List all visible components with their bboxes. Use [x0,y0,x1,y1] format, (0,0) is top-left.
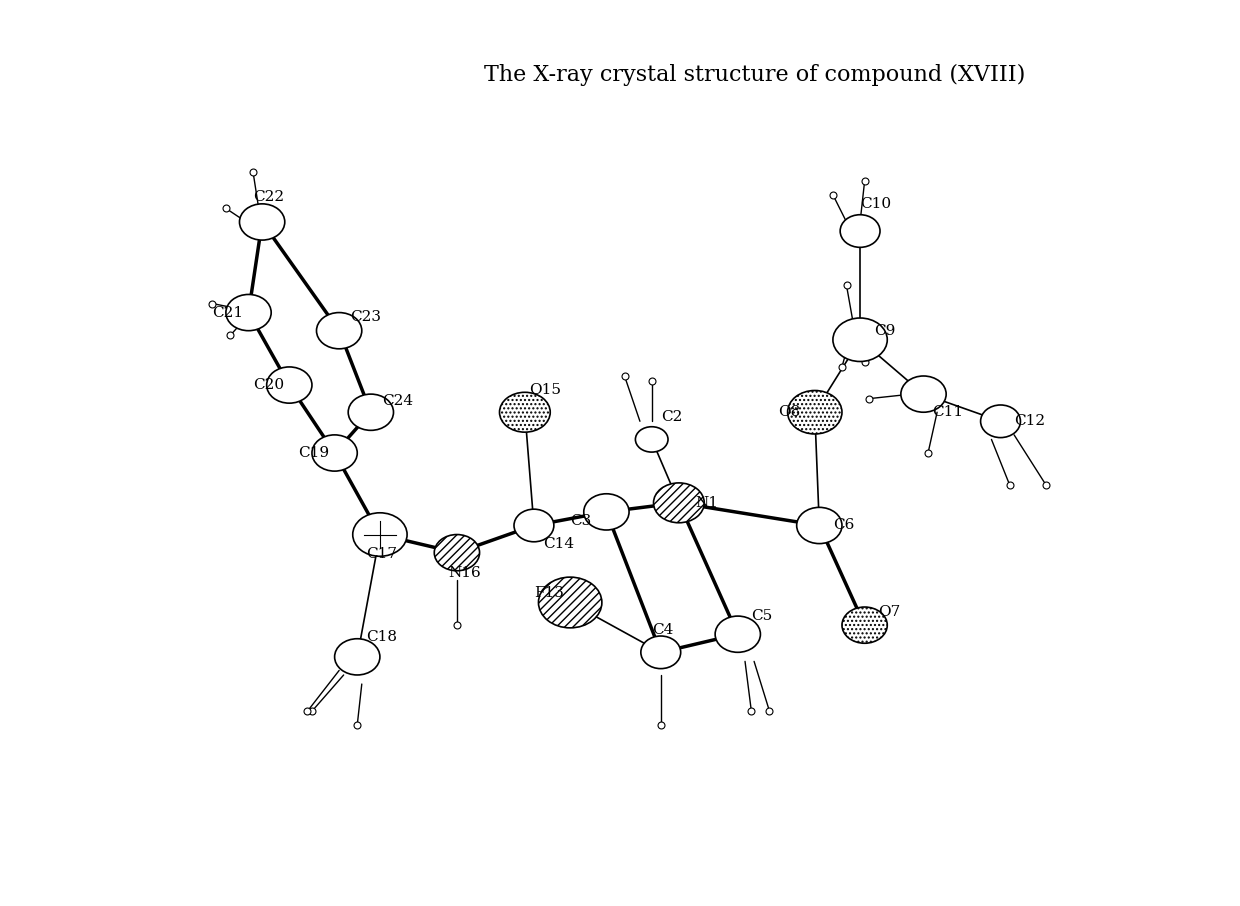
Text: C5: C5 [751,609,773,623]
Text: C20: C20 [253,378,284,392]
Text: C3: C3 [570,514,591,528]
Text: C2: C2 [661,410,682,424]
Text: C24: C24 [382,394,413,409]
Ellipse shape [900,376,946,412]
Ellipse shape [312,435,357,471]
Ellipse shape [641,636,681,669]
Ellipse shape [226,294,272,331]
Text: C4: C4 [652,622,673,637]
Ellipse shape [841,215,880,247]
Text: C22: C22 [253,189,284,204]
Ellipse shape [584,494,629,530]
Ellipse shape [635,427,668,452]
Ellipse shape [352,513,407,556]
Ellipse shape [653,483,704,523]
Text: O7: O7 [878,604,900,619]
Text: C9: C9 [874,323,895,338]
Ellipse shape [715,616,760,652]
Text: F13: F13 [534,586,564,601]
Ellipse shape [833,318,888,361]
Text: N16: N16 [448,565,481,580]
Ellipse shape [796,507,842,544]
Ellipse shape [515,509,554,542]
Ellipse shape [538,577,601,628]
Text: C23: C23 [350,310,381,324]
Ellipse shape [348,394,393,430]
Ellipse shape [434,535,480,571]
Text: C11: C11 [932,405,963,419]
Ellipse shape [335,639,379,675]
Ellipse shape [267,367,312,403]
Text: O8: O8 [779,405,801,419]
Text: C14: C14 [543,536,574,551]
Text: The X-ray crystal structure of compound (XVIII): The X-ray crystal structure of compound … [484,63,1025,85]
Text: C6: C6 [833,518,854,533]
Ellipse shape [842,607,888,643]
Ellipse shape [981,405,1021,438]
Text: C18: C18 [366,630,397,644]
Text: C19: C19 [299,446,330,460]
Text: C12: C12 [1014,414,1045,429]
Ellipse shape [316,313,362,349]
Ellipse shape [500,392,551,432]
Ellipse shape [787,390,842,434]
Ellipse shape [239,204,285,240]
Text: C17: C17 [366,547,397,562]
Text: C21: C21 [212,305,243,320]
Text: C10: C10 [861,197,892,211]
Text: N1: N1 [696,496,718,510]
Text: O15: O15 [529,382,562,397]
